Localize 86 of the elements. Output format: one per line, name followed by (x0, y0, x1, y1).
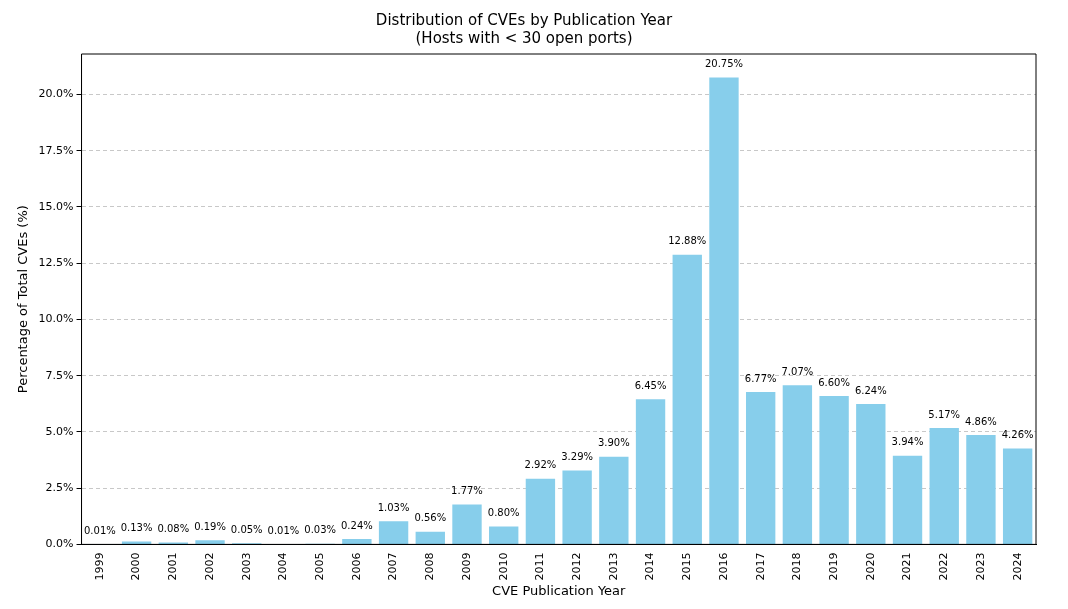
data-label: 0.01% (267, 524, 300, 536)
data-label: 4.26% (1001, 429, 1034, 441)
data-label: 0.08% (157, 523, 190, 535)
x-tick-label: 2017 (753, 552, 767, 581)
data-label: 0.24% (340, 519, 373, 531)
x-tick-label: 2019 (826, 552, 840, 581)
data-label: 6.45% (634, 379, 667, 391)
y-tick-label: 12.5% (38, 256, 74, 270)
data-label: 6.24% (854, 384, 887, 396)
x-tick-label: 2013 (606, 552, 620, 581)
y-tick-label: 15.0% (38, 199, 74, 213)
x-tick-label: 2018 (790, 552, 804, 581)
data-label: 6.60% (818, 376, 850, 388)
data-label: 1.77% (451, 485, 483, 497)
bar (599, 456, 629, 544)
x-tick-label: 2020 (863, 552, 877, 581)
data-label: 4.86% (965, 415, 997, 427)
y-tick-label: 5.0% (45, 424, 74, 438)
x-tick-label: 2024 (1010, 552, 1024, 581)
data-label: 0.05% (230, 523, 263, 535)
data-label: 3.90% (597, 437, 630, 449)
y-tick-label: 0.0% (45, 537, 74, 551)
bar (415, 531, 445, 544)
x-tick-label: 2008 (423, 552, 437, 581)
chart-title: Distribution of CVEs by Publication Year (375, 10, 673, 29)
data-label: 6.77% (744, 372, 777, 384)
y-tick-label: 7.5% (45, 368, 74, 382)
data-label: 0.13% (120, 522, 153, 534)
bar (121, 541, 152, 544)
x-tick-label: 2011 (533, 552, 547, 581)
x-tick-label: 2000 (129, 552, 143, 581)
bar (819, 395, 849, 544)
data-label: 3.29% (561, 450, 594, 462)
bar (452, 504, 482, 544)
x-axis-title: CVE Publication Year (492, 582, 627, 598)
data-label: 0.56% (414, 512, 447, 524)
bar (525, 478, 556, 544)
bar (489, 526, 519, 544)
bar (782, 385, 813, 544)
x-tick-label: 2012 (569, 552, 583, 581)
bar (378, 521, 409, 544)
y-tick-label: 10.0% (38, 312, 74, 326)
y-tick-label: 17.5% (38, 143, 74, 157)
data-label: 7.07% (781, 365, 814, 377)
x-tick-label: 2021 (900, 552, 914, 581)
y-axis-title: Percentage of Total CVEs (%) (15, 205, 31, 394)
bar (342, 539, 372, 544)
bar (745, 392, 776, 544)
bar (195, 540, 225, 544)
x-tick-label: 2003 (239, 552, 253, 581)
bar (1002, 448, 1033, 544)
bar (562, 470, 592, 544)
x-tick-label: 2014 (643, 552, 657, 581)
x-tick-label: 2001 (166, 552, 180, 581)
data-label: 0.03% (304, 524, 337, 536)
x-tick-label: 2022 (937, 552, 951, 581)
x-tick-label: 2002 (202, 552, 216, 581)
bar (672, 254, 702, 544)
x-tick-label: 2023 (973, 552, 987, 581)
bar (892, 455, 923, 544)
x-tick-label: 1999 (92, 552, 106, 581)
bar (709, 77, 739, 544)
x-tick-label: 2016 (716, 552, 730, 581)
data-label: 2.92% (524, 459, 557, 471)
x-tick-label: 2007 (386, 552, 400, 581)
data-label: 5.17% (928, 408, 961, 420)
chart-subtitle: (Hosts with < 30 open ports) (415, 28, 633, 47)
y-tick-label: 2.5% (45, 481, 74, 495)
data-label: 1.03% (377, 501, 410, 513)
x-tick-label: 2004 (276, 552, 290, 581)
y-tick-label: 20.0% (38, 87, 74, 101)
x-tick-label: 2015 (680, 552, 694, 581)
x-tick-label: 2010 (496, 552, 510, 581)
data-label: 0.01% (84, 524, 116, 536)
data-label: 12.88% (668, 235, 707, 247)
x-tick-label: 2006 (349, 552, 363, 581)
data-label: 3.94% (891, 436, 924, 448)
bar (635, 399, 666, 544)
bar (966, 435, 996, 544)
x-tick-label: 2009 (459, 552, 473, 581)
bar (856, 404, 886, 544)
bar (929, 428, 959, 544)
data-label: 20.75% (704, 58, 744, 70)
data-label: 0.19% (194, 520, 226, 532)
x-tick-label: 2005 (313, 552, 327, 581)
data-label: 0.80% (487, 507, 520, 518)
